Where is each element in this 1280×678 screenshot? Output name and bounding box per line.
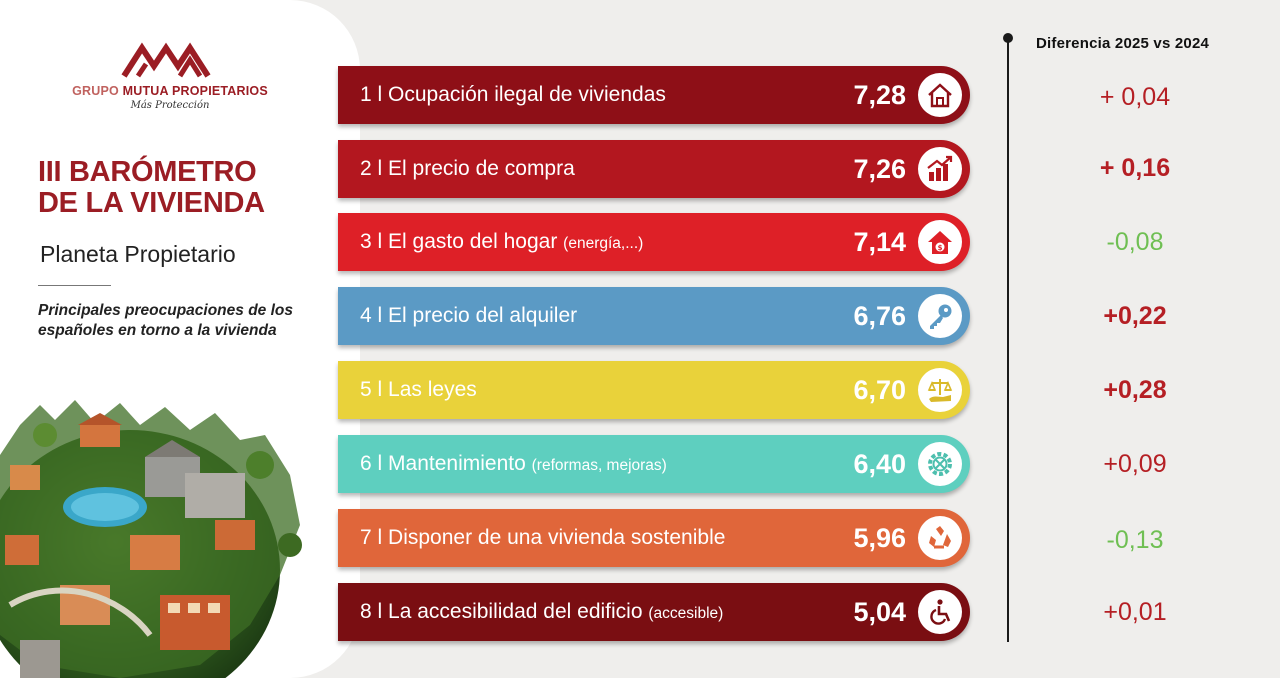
bar-label: 7 l Disponer de una vivienda sostenible xyxy=(360,526,726,549)
bar-label: 4 l El precio del alquiler xyxy=(360,304,578,327)
divider-rule xyxy=(38,285,111,286)
bar-text: La accesibilidad del edificio xyxy=(388,600,643,623)
bar-note: (reformas, mejoras) xyxy=(531,457,667,474)
bar-text: El precio del alquiler xyxy=(388,304,578,327)
bar-value: 7,14 xyxy=(853,227,906,257)
bar-rank: 1 xyxy=(360,83,372,106)
diff-item-3: -0,08 xyxy=(1106,228,1164,256)
logo-tagline: Más Protección xyxy=(130,100,210,111)
planet-illustration xyxy=(0,400,302,678)
bar-item-5: 5 l Las leyes 6,70 xyxy=(338,361,970,419)
svg-text:$: $ xyxy=(938,244,943,252)
bar-note: (energía,...) xyxy=(563,235,644,252)
main-title-line1: III BARÓMETRO xyxy=(38,156,257,188)
bar-rank: 3 xyxy=(360,230,372,253)
bar-text: El precio de compra xyxy=(388,157,575,180)
diff-item-5: +0,28 xyxy=(1103,376,1167,404)
bar-label: 5 l Las leyes xyxy=(360,378,477,401)
bar-item-6: 6 l Mantenimiento (reformas, mejoras) 6,… xyxy=(338,435,970,493)
vertical-divider xyxy=(1007,40,1009,642)
left-panel: GRUPO MUTUA PROPIETARIOS Más Protección … xyxy=(0,0,360,678)
bar-value: 5,04 xyxy=(853,597,906,627)
bar-rank: 8 xyxy=(360,600,372,623)
diff-header: Diferencia 2025 vs 2024 xyxy=(1036,35,1210,52)
bar-rank: 4 xyxy=(360,304,372,327)
logo: GRUPO MUTUA PROPIETARIOS Más Protección xyxy=(0,40,340,111)
subtitle: Planeta Propietario xyxy=(40,241,236,267)
bar-value: 5,96 xyxy=(853,523,906,553)
bar-text: El gasto del hogar xyxy=(388,230,558,253)
bar-label: 3 l El gasto del hogar (energía,...) xyxy=(360,230,644,253)
diff-item-1: + 0,04 xyxy=(1099,83,1171,111)
rising-price-icon xyxy=(918,147,962,191)
bar-value: 7,26 xyxy=(853,154,906,184)
key-icon xyxy=(918,294,962,338)
diff-item-8: +0,01 xyxy=(1103,598,1167,626)
divider-dot xyxy=(1003,33,1013,43)
bar-text: Disponer de una vivienda sostenible xyxy=(388,526,726,549)
logo-name-bold: MUTUA PROPIETARIOS xyxy=(122,84,268,98)
bar-value: 6,70 xyxy=(853,375,906,405)
bar-item-3: 3 l El gasto del hogar (energía,...) 7,1… xyxy=(338,213,970,271)
logo-name-light: GRUPO xyxy=(72,84,119,98)
diff-item-2: + 0,16 xyxy=(1099,154,1171,182)
main-title-line2: DE LA VIVIENDA xyxy=(38,187,265,219)
wheelchair-icon xyxy=(918,590,962,634)
bar-label: 2 l El precio de compra xyxy=(360,157,575,180)
bar-label: 6 l Mantenimiento (reformas, mejoras) xyxy=(360,452,667,475)
bar-text: Ocupación ilegal de viviendas xyxy=(388,83,666,106)
bar-item-2: 2 l El precio de compra 7,26 xyxy=(338,140,970,198)
diff-item-7: -0,13 xyxy=(1106,526,1164,554)
logo-mark-icon xyxy=(121,42,211,78)
logo-name: GRUPO MUTUA PROPIETARIOS xyxy=(0,84,340,98)
bar-rank: 6 xyxy=(360,452,372,475)
bar-value: 6,76 xyxy=(853,301,906,331)
bar-item-4: 4 l El precio del alquiler 6,76 xyxy=(338,287,970,345)
description: Principales preocupaciones de los españo… xyxy=(38,302,293,339)
house-money-icon: $ xyxy=(918,220,962,264)
recycle-icon xyxy=(918,516,962,560)
bar-rank: 5 xyxy=(360,378,372,401)
diff-item-4: +0,22 xyxy=(1103,302,1167,330)
bar-value: 6,40 xyxy=(853,449,906,479)
bar-label: 8 l La accesibilidad del edificio (acces… xyxy=(360,600,724,623)
diff-item-6: +0,09 xyxy=(1103,450,1167,478)
bar-text: Las leyes xyxy=(388,378,477,401)
bar-label: 1 l Ocupación ilegal de viviendas xyxy=(360,83,666,106)
bar-item-8: 8 l La accesibilidad del edificio (acces… xyxy=(338,583,970,641)
house-icon xyxy=(918,73,962,117)
bar-rank: 2 xyxy=(360,157,372,180)
gear-tools-icon xyxy=(918,442,962,486)
bar-item-1: 1 l Ocupación ilegal de viviendas 7,28 xyxy=(338,66,970,124)
bar-text: Mantenimiento xyxy=(388,452,526,475)
scales-icon xyxy=(918,368,962,412)
bar-item-7: 7 l Disponer de una vivienda sostenible … xyxy=(338,509,970,567)
bar-note: (accesible) xyxy=(648,605,724,622)
bar-rank: 7 xyxy=(360,526,372,549)
main-title: III BARÓMETRO DE LA VIVIENDA xyxy=(38,157,265,219)
bar-value: 7,28 xyxy=(853,80,906,110)
